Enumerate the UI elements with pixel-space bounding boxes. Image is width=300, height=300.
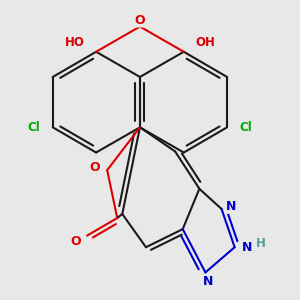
Text: N: N (225, 200, 236, 213)
Text: O: O (89, 161, 100, 174)
Text: O: O (135, 14, 145, 26)
Text: N: N (203, 275, 213, 288)
Text: OH: OH (195, 36, 215, 49)
Text: HO: HO (65, 36, 85, 49)
Text: Cl: Cl (240, 121, 253, 134)
Text: N: N (242, 241, 252, 254)
Text: Cl: Cl (27, 121, 40, 134)
Text: O: O (70, 235, 81, 248)
Text: H: H (256, 237, 266, 250)
